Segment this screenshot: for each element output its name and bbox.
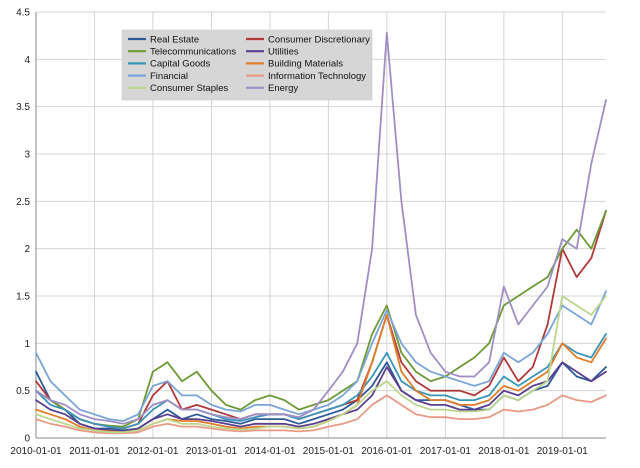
- x-tick-label: 2012-01-01: [127, 446, 179, 457]
- y-tick-label: 4: [24, 55, 30, 66]
- x-tick-label: 2017-01-01: [420, 446, 472, 457]
- series-line-building-materials: [35, 313, 607, 434]
- axes: 0 0.5 1 1.5 2 2.5 3 3.5 4 4.5 2010-01-01 2011-01-01…: [10, 8, 606, 457]
- x-tick-label: 2018-01-01: [478, 446, 530, 457]
- legend-label-consumer-staples: Consumer Staples: [150, 83, 228, 94]
- y-tick-label: 1: [24, 339, 30, 350]
- legend-label-utilities: Utilities: [268, 47, 299, 58]
- legend-label-consumer-discretionary: Consumer Discretionary: [268, 34, 370, 45]
- y-tick-label: 3: [24, 150, 30, 161]
- legend-label-building-materials: Building Materials: [268, 59, 343, 70]
- x-tick-label: 2015-01-01: [303, 446, 355, 457]
- series-line-information-technology: [35, 394, 607, 435]
- legend: Real Estate Consumer Discretionary Telecom…: [121, 29, 373, 101]
- y-tick-label: 0.5: [16, 386, 30, 397]
- y-tick-label: 4.5: [16, 8, 30, 19]
- series-lines: [35, 31, 607, 435]
- legend-label-capital-goods: Capital Goods: [150, 59, 210, 70]
- series-line-consumer-staples: [35, 295, 607, 434]
- series-line-energy: [35, 31, 607, 425]
- x-tick-label: 2016-01-01: [361, 446, 413, 457]
- x-tick-label: 2014-01-01: [244, 446, 296, 457]
- y-tick-label: 2: [24, 244, 30, 255]
- series-line-financial: [35, 290, 607, 422]
- legend-label-financial: Financial: [150, 71, 188, 82]
- y-tick-label: 2.5: [16, 197, 30, 208]
- legend-label-information-technology: Information Technology: [268, 71, 366, 82]
- series-line-capital-goods: [35, 332, 607, 430]
- x-tick-label: 2013-01-01: [186, 446, 238, 457]
- legend-label-telecommunications: Telecommunications: [150, 47, 236, 58]
- y-tick-label: 0: [24, 434, 30, 445]
- y-tick-label: 3.5: [16, 102, 30, 113]
- x-tick-label: 2010-01-01: [10, 446, 62, 457]
- x-tick-label: 2011-01-01: [69, 446, 120, 457]
- legend-label-real-estate: Real Estate: [150, 34, 199, 45]
- series-line-utilities: [35, 361, 607, 433]
- x-tick-label: 2019-01-01: [537, 446, 589, 457]
- series-line-consumer-discretionary: [35, 209, 607, 430]
- y-tick-label: 1.5: [16, 292, 30, 303]
- legend-label-energy: Energy: [268, 83, 298, 94]
- series-line-telecommunications: [35, 209, 607, 428]
